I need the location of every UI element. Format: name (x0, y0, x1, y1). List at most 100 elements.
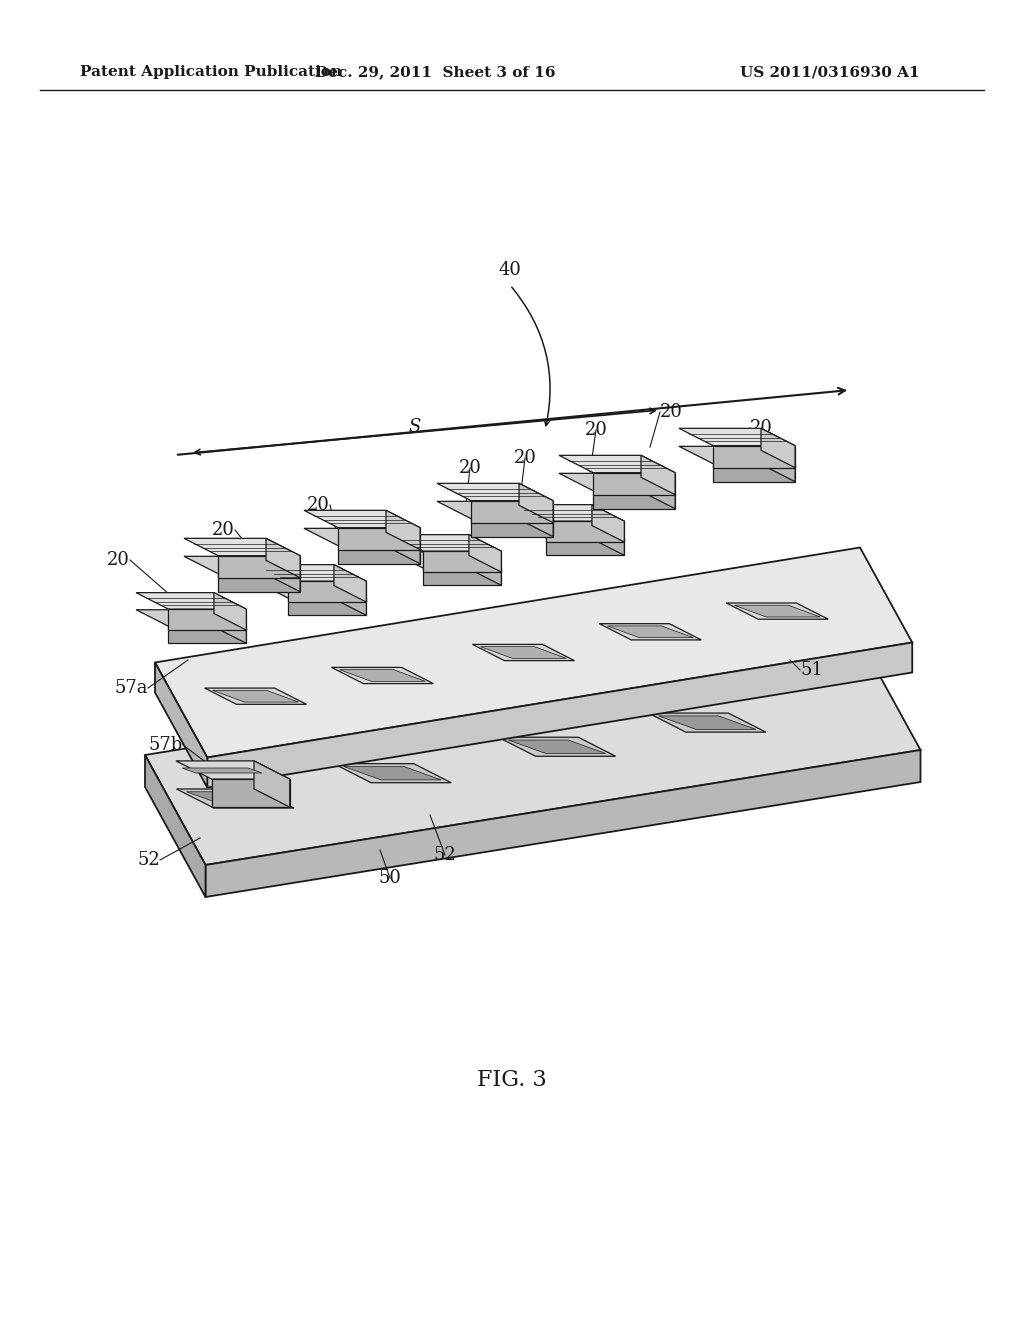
Polygon shape (334, 582, 367, 615)
Polygon shape (547, 539, 625, 556)
Polygon shape (266, 556, 300, 591)
Polygon shape (212, 779, 290, 807)
Text: 20: 20 (585, 421, 607, 440)
Polygon shape (184, 539, 300, 556)
Polygon shape (176, 789, 294, 808)
Polygon shape (469, 552, 502, 585)
Polygon shape (648, 713, 766, 733)
Polygon shape (254, 760, 290, 807)
Polygon shape (593, 473, 675, 495)
Polygon shape (508, 741, 605, 754)
Polygon shape (679, 428, 795, 446)
Text: 52: 52 (433, 846, 457, 865)
Polygon shape (499, 738, 615, 756)
Polygon shape (338, 545, 420, 564)
Polygon shape (593, 491, 675, 508)
Polygon shape (437, 502, 553, 519)
Polygon shape (386, 511, 420, 549)
Polygon shape (471, 519, 553, 537)
Polygon shape (266, 539, 300, 578)
Polygon shape (214, 593, 247, 630)
Polygon shape (218, 556, 300, 578)
Polygon shape (256, 582, 367, 598)
Polygon shape (184, 556, 300, 574)
Polygon shape (176, 760, 290, 779)
Text: 20: 20 (108, 550, 130, 569)
Polygon shape (641, 455, 675, 495)
Polygon shape (424, 568, 502, 585)
Polygon shape (599, 623, 701, 640)
Text: 20: 20 (212, 521, 234, 539)
Polygon shape (761, 446, 795, 482)
Polygon shape (713, 446, 795, 467)
Text: FIG. 3: FIG. 3 (477, 1069, 547, 1092)
Polygon shape (547, 521, 625, 543)
Polygon shape (289, 598, 367, 615)
Polygon shape (592, 521, 625, 556)
Polygon shape (155, 663, 207, 788)
Polygon shape (424, 552, 502, 572)
Polygon shape (205, 688, 306, 705)
Polygon shape (168, 626, 247, 643)
Polygon shape (155, 548, 912, 758)
Polygon shape (256, 565, 367, 581)
Text: 20: 20 (750, 418, 773, 437)
Polygon shape (592, 504, 625, 543)
Text: S: S (409, 418, 421, 436)
Polygon shape (334, 565, 367, 602)
Text: Dec. 29, 2011  Sheet 3 of 16: Dec. 29, 2011 Sheet 3 of 16 (314, 65, 555, 79)
Polygon shape (726, 603, 828, 619)
Polygon shape (304, 528, 420, 545)
Polygon shape (145, 755, 206, 898)
Polygon shape (182, 768, 262, 774)
Polygon shape (514, 504, 625, 521)
Polygon shape (559, 474, 675, 491)
Polygon shape (340, 669, 425, 681)
Polygon shape (607, 626, 693, 638)
Polygon shape (332, 668, 433, 684)
Polygon shape (168, 609, 247, 630)
Polygon shape (472, 644, 574, 660)
Polygon shape (679, 446, 795, 463)
Polygon shape (519, 502, 553, 537)
Polygon shape (471, 500, 553, 523)
Text: 50: 50 (379, 869, 401, 887)
Polygon shape (519, 483, 553, 523)
Polygon shape (480, 647, 566, 659)
Polygon shape (658, 715, 756, 730)
Text: 20: 20 (660, 403, 683, 421)
Text: 20: 20 (459, 459, 481, 477)
Text: 40: 40 (499, 261, 521, 279)
Polygon shape (145, 640, 921, 865)
Polygon shape (136, 610, 247, 626)
Polygon shape (391, 552, 502, 568)
Polygon shape (386, 528, 420, 564)
Text: 20: 20 (514, 449, 537, 467)
Polygon shape (289, 581, 367, 602)
Text: Patent Application Publication: Patent Application Publication (80, 65, 342, 79)
Text: 57a: 57a (115, 678, 148, 697)
Polygon shape (186, 792, 284, 805)
Text: US 2011/0316930 A1: US 2011/0316930 A1 (740, 65, 920, 79)
Polygon shape (304, 511, 420, 528)
Text: 20: 20 (307, 496, 330, 513)
Polygon shape (344, 767, 441, 780)
Polygon shape (469, 535, 502, 572)
Polygon shape (641, 474, 675, 508)
Polygon shape (136, 593, 247, 609)
Polygon shape (514, 521, 625, 539)
Polygon shape (213, 690, 299, 702)
Polygon shape (391, 535, 502, 552)
Polygon shape (206, 750, 921, 898)
Polygon shape (713, 463, 795, 482)
Text: 52: 52 (137, 851, 160, 869)
Polygon shape (437, 483, 553, 500)
Text: 57b: 57b (148, 737, 183, 754)
Polygon shape (218, 574, 300, 591)
Polygon shape (334, 764, 452, 783)
Polygon shape (214, 610, 247, 643)
Polygon shape (734, 605, 820, 616)
Polygon shape (761, 428, 795, 467)
Polygon shape (338, 528, 420, 549)
Polygon shape (207, 643, 912, 788)
